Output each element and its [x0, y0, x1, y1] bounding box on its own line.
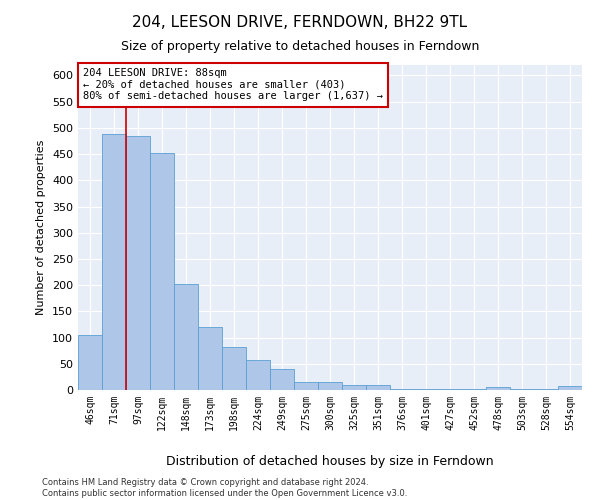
Text: Contains HM Land Registry data © Crown copyright and database right 2024.
Contai: Contains HM Land Registry data © Crown c… [42, 478, 407, 498]
Text: Distribution of detached houses by size in Ferndown: Distribution of detached houses by size … [166, 455, 494, 468]
Bar [486, 388, 510, 390]
Y-axis label: Number of detached properties: Number of detached properties [37, 140, 46, 315]
Text: 204 LEESON DRIVE: 88sqm
← 20% of detached houses are smaller (403)
80% of semi-d: 204 LEESON DRIVE: 88sqm ← 20% of detache… [83, 68, 383, 102]
Bar [102, 134, 126, 390]
Bar [150, 153, 174, 390]
Bar [222, 347, 246, 390]
Bar [294, 382, 318, 390]
Bar [126, 136, 150, 390]
Bar [198, 327, 222, 390]
Bar [366, 385, 390, 390]
Text: 204, LEESON DRIVE, FERNDOWN, BH22 9TL: 204, LEESON DRIVE, FERNDOWN, BH22 9TL [133, 15, 467, 30]
Bar [318, 382, 342, 390]
Text: Size of property relative to detached houses in Ferndown: Size of property relative to detached ho… [121, 40, 479, 53]
Bar [342, 385, 366, 390]
Bar [78, 335, 102, 390]
Bar [558, 386, 582, 390]
Bar [246, 360, 270, 390]
Bar [174, 284, 198, 390]
Bar [270, 369, 294, 390]
